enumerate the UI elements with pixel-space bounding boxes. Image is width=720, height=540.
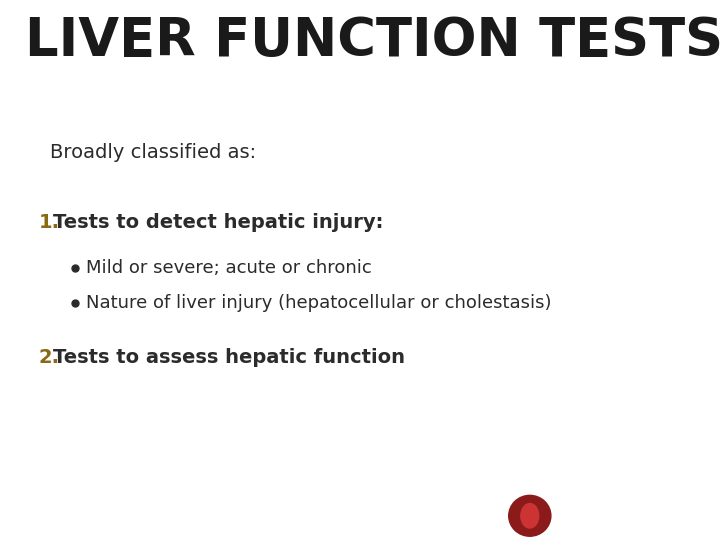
Ellipse shape (521, 503, 539, 528)
Text: Tests to assess hepatic function: Tests to assess hepatic function (53, 348, 405, 367)
Text: Broadly classified as:: Broadly classified as: (50, 143, 256, 162)
Text: 1.: 1. (39, 213, 60, 232)
Circle shape (509, 495, 551, 536)
Text: Mild or severe; acute or chronic: Mild or severe; acute or chronic (86, 259, 372, 278)
Text: LIVER FUNCTION TESTS: LIVER FUNCTION TESTS (25, 15, 720, 66)
Text: 2.: 2. (39, 348, 60, 367)
Text: Nature of liver injury (hepatocellular or cholestasis): Nature of liver injury (hepatocellular o… (86, 294, 552, 312)
Text: Tests to detect hepatic injury:: Tests to detect hepatic injury: (53, 213, 383, 232)
